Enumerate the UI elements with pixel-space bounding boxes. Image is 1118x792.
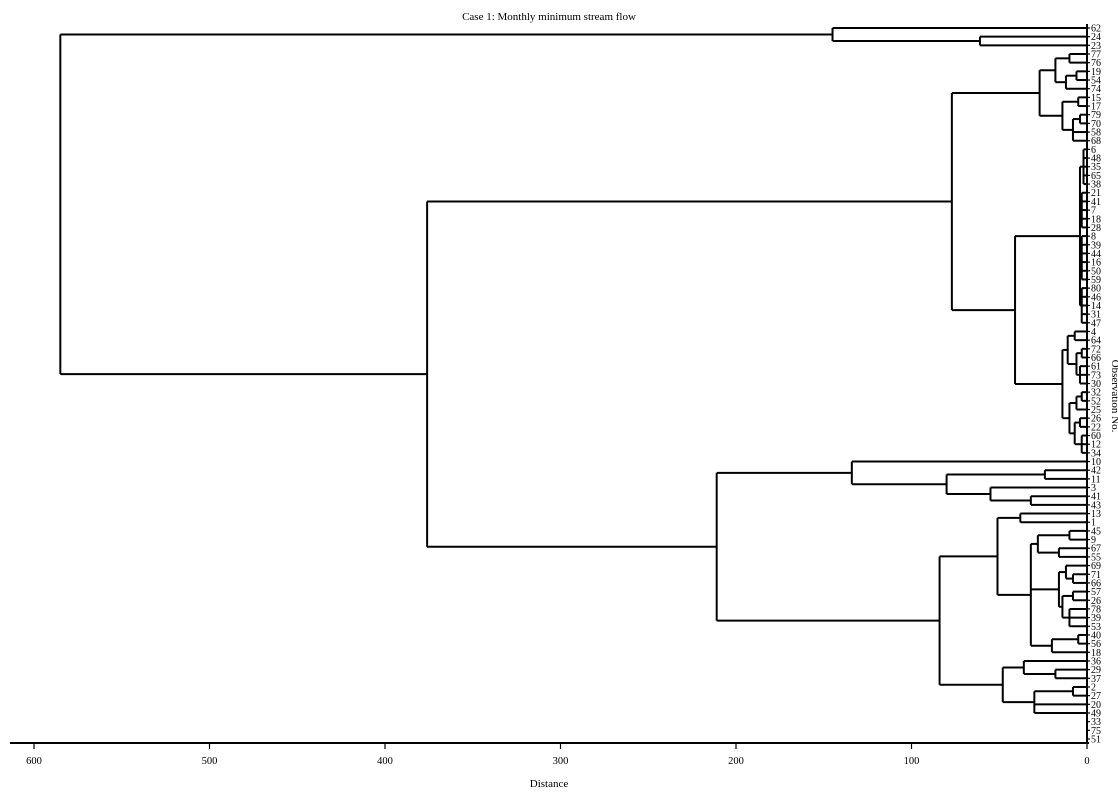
leaf-label: 6: [1091, 145, 1096, 156]
leaf-label: 22: [1091, 422, 1101, 433]
leaf-label: 57: [1091, 587, 1101, 598]
leaf-label: 12: [1091, 440, 1101, 451]
leaf-label: 59: [1091, 275, 1101, 286]
x-tick-label: 300: [553, 756, 569, 767]
leaf-label: 23: [1091, 41, 1101, 52]
leaf-label: 60: [1091, 431, 1101, 442]
leaf-label: 75: [1091, 726, 1101, 737]
leaf-label: 47: [1091, 318, 1101, 329]
x-axis: 600 500 400 300 200 100 0: [10, 24, 1090, 767]
leaf-label: 38: [1091, 180, 1101, 191]
x-tick-label: 600: [26, 756, 42, 767]
leaf-label: 3: [1091, 483, 1096, 494]
leaf-label: 45: [1091, 526, 1101, 537]
leaf-label: 70: [1091, 119, 1101, 130]
leaf-label: 13: [1091, 509, 1101, 520]
leaf-label: 30: [1091, 379, 1101, 390]
leaf-label: 49: [1091, 708, 1101, 719]
leaf-label: 39: [1091, 240, 1101, 251]
leaf-label: 1: [1091, 518, 1096, 529]
leaf-label: 62: [1091, 24, 1101, 35]
leaf-label: 18: [1091, 214, 1101, 225]
leaf-label: 46: [1091, 292, 1101, 303]
leaf-label: 21: [1091, 188, 1101, 199]
leaf-label: 64: [1091, 336, 1101, 347]
leaf-label: 16: [1091, 258, 1101, 269]
leaf-label: 54: [1091, 76, 1101, 87]
x-tick-label: 200: [728, 756, 744, 767]
leaf-label: 40: [1091, 630, 1101, 641]
leaf-label: 78: [1091, 604, 1101, 615]
leaf-label: 35: [1091, 162, 1101, 173]
x-tick-label: 0: [1084, 756, 1089, 767]
leaf-label: 18: [1091, 648, 1101, 659]
x-tick-label: 500: [202, 756, 218, 767]
leaf-label: 31: [1091, 310, 1101, 321]
leaf-label: 77: [1091, 50, 1101, 61]
leaf-label: 20: [1091, 700, 1101, 711]
y-axis-label: Observation No.: [1109, 360, 1118, 433]
leaf-label: 8: [1091, 232, 1096, 243]
leaf-label: 61: [1091, 362, 1101, 373]
leaf-label: 56: [1091, 639, 1101, 650]
leaf-label: 41: [1091, 197, 1101, 208]
leaf-label: 27: [1091, 691, 1101, 702]
leaf-label: 34: [1091, 448, 1101, 459]
leaf-label: 10: [1091, 457, 1101, 468]
leaf-label: 50: [1091, 266, 1101, 277]
leaf-label: 68: [1091, 136, 1101, 147]
leaf-label: 37: [1091, 674, 1101, 685]
leaf-label: 53: [1091, 622, 1101, 633]
leaf-label: 65: [1091, 171, 1101, 182]
dendrogram-links: [59, 27, 1087, 714]
leaf-label: 71: [1091, 570, 1101, 581]
leaf-label: 79: [1091, 110, 1101, 121]
leaf-label: 41: [1091, 492, 1101, 503]
leaf-label: 66: [1091, 353, 1101, 364]
leaf-label: 28: [1091, 223, 1101, 234]
leaf-label: 4: [1091, 327, 1096, 338]
leaf-label: 2: [1091, 682, 1096, 693]
leaf-label: 15: [1091, 93, 1101, 104]
leaf-label: 29: [1091, 665, 1101, 676]
leaf-label: 52: [1091, 396, 1101, 407]
x-tick-label: 400: [377, 756, 393, 767]
leaf-label: 58: [1091, 128, 1101, 139]
leaf-label: 55: [1091, 552, 1101, 563]
leaf-label: 76: [1091, 58, 1101, 69]
leaf-label: 67: [1091, 544, 1101, 555]
leaf-label: 66: [1091, 578, 1101, 589]
leaf-label: 39: [1091, 613, 1101, 624]
leaf-label: 42: [1091, 466, 1101, 477]
leaf-labels: 6224237776195474151779705868648356538214…: [1087, 24, 1101, 746]
leaf-label: 26: [1091, 596, 1101, 607]
x-tick-label: 100: [904, 756, 920, 767]
leaf-label: 73: [1091, 370, 1101, 381]
leaf-label: 26: [1091, 414, 1101, 425]
leaf-label: 72: [1091, 344, 1101, 355]
leaf-label: 69: [1091, 561, 1101, 572]
leaf-label: 48: [1091, 154, 1101, 165]
leaf-label: 7: [1091, 206, 1096, 217]
leaf-label: 36: [1091, 656, 1101, 667]
leaf-label: 32: [1091, 388, 1101, 399]
leaf-label: 80: [1091, 284, 1101, 295]
leaf-label: 24: [1091, 32, 1101, 43]
leaf-label: 51: [1091, 735, 1101, 746]
x-axis-label: Distance: [530, 778, 569, 790]
leaf-label: 17: [1091, 102, 1101, 113]
chart-title: Case 1: Monthly minimum stream flow: [462, 11, 636, 23]
leaf-label: 33: [1091, 717, 1101, 728]
leaf-label: 25: [1091, 405, 1101, 416]
leaf-label: 44: [1091, 249, 1101, 260]
leaf-label: 74: [1091, 84, 1101, 95]
leaf-label: 11: [1091, 474, 1101, 485]
leaf-label: 14: [1091, 301, 1101, 312]
leaf-label: 9: [1091, 535, 1096, 546]
leaf-label: 19: [1091, 67, 1101, 78]
leaf-label: 43: [1091, 500, 1101, 511]
